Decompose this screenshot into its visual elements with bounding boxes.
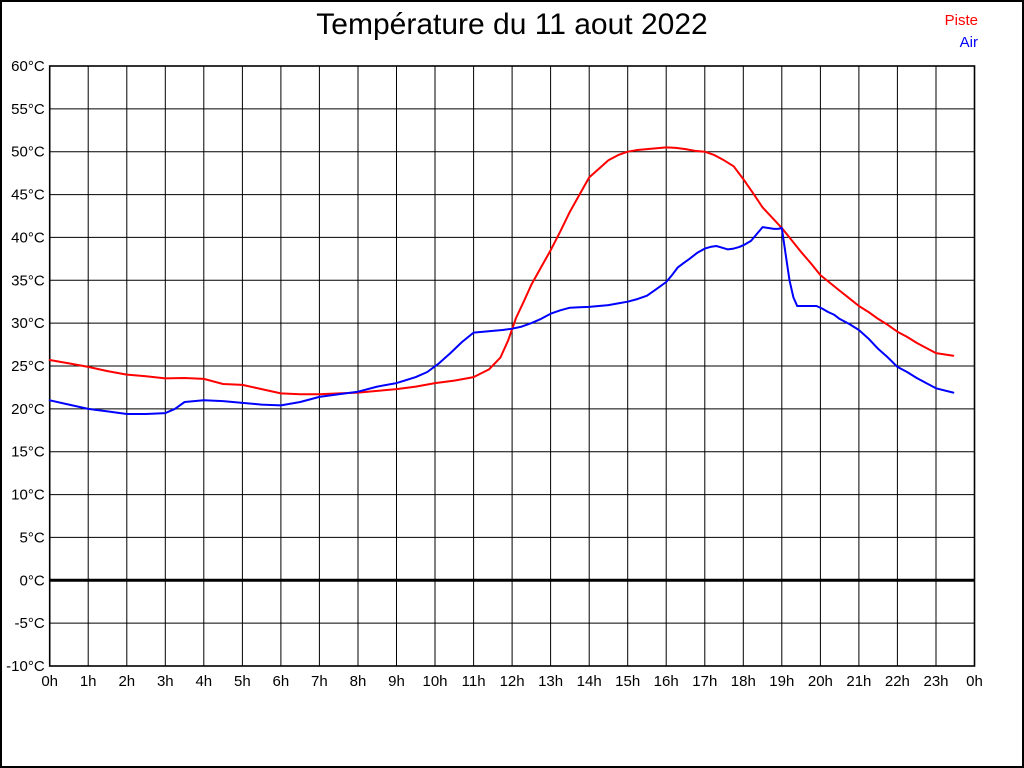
svg-text:18h: 18h [731, 673, 756, 690]
svg-text:5°C: 5°C [20, 529, 45, 546]
svg-text:20°C: 20°C [11, 401, 45, 418]
svg-text:20h: 20h [808, 673, 833, 690]
svg-text:15h: 15h [615, 673, 640, 690]
svg-text:13h: 13h [538, 673, 563, 690]
svg-text:0h: 0h [966, 673, 983, 690]
svg-text:9h: 9h [388, 673, 405, 690]
svg-text:17h: 17h [692, 673, 717, 690]
svg-text:-5°C: -5°C [15, 615, 45, 632]
svg-text:3h: 3h [157, 673, 174, 690]
svg-text:40°C: 40°C [11, 229, 45, 246]
svg-text:0°C: 0°C [20, 572, 45, 589]
svg-text:15°C: 15°C [11, 444, 45, 461]
svg-text:0h: 0h [41, 673, 58, 690]
svg-text:55°C: 55°C [11, 101, 45, 118]
svg-text:16h: 16h [654, 673, 679, 690]
svg-text:Température du 11 aout 2022: Température du 11 aout 2022 [316, 8, 707, 41]
svg-text:6h: 6h [273, 673, 290, 690]
svg-text:8h: 8h [350, 673, 367, 690]
svg-text:60°C: 60°C [11, 58, 45, 75]
svg-text:10°C: 10°C [11, 487, 45, 504]
svg-text:35°C: 35°C [11, 272, 45, 289]
svg-text:10h: 10h [422, 673, 447, 690]
svg-text:1h: 1h [80, 673, 97, 690]
svg-text:2h: 2h [118, 673, 135, 690]
svg-text:22h: 22h [885, 673, 910, 690]
svg-text:23h: 23h [923, 673, 948, 690]
svg-text:19h: 19h [769, 673, 794, 690]
svg-text:14h: 14h [577, 673, 602, 690]
svg-text:12h: 12h [500, 673, 525, 690]
svg-text:21h: 21h [846, 673, 871, 690]
svg-text:45°C: 45°C [11, 187, 45, 204]
svg-text:5h: 5h [234, 673, 251, 690]
svg-text:Air: Air [960, 34, 978, 51]
svg-text:11h: 11h [462, 673, 486, 690]
svg-text:25°C: 25°C [11, 358, 45, 375]
svg-text:30°C: 30°C [11, 315, 45, 332]
svg-text:Piste: Piste [945, 12, 978, 29]
svg-text:7h: 7h [311, 673, 328, 690]
svg-text:-10°C: -10°C [6, 658, 45, 675]
svg-text:4h: 4h [195, 673, 212, 690]
svg-text:50°C: 50°C [11, 144, 45, 161]
